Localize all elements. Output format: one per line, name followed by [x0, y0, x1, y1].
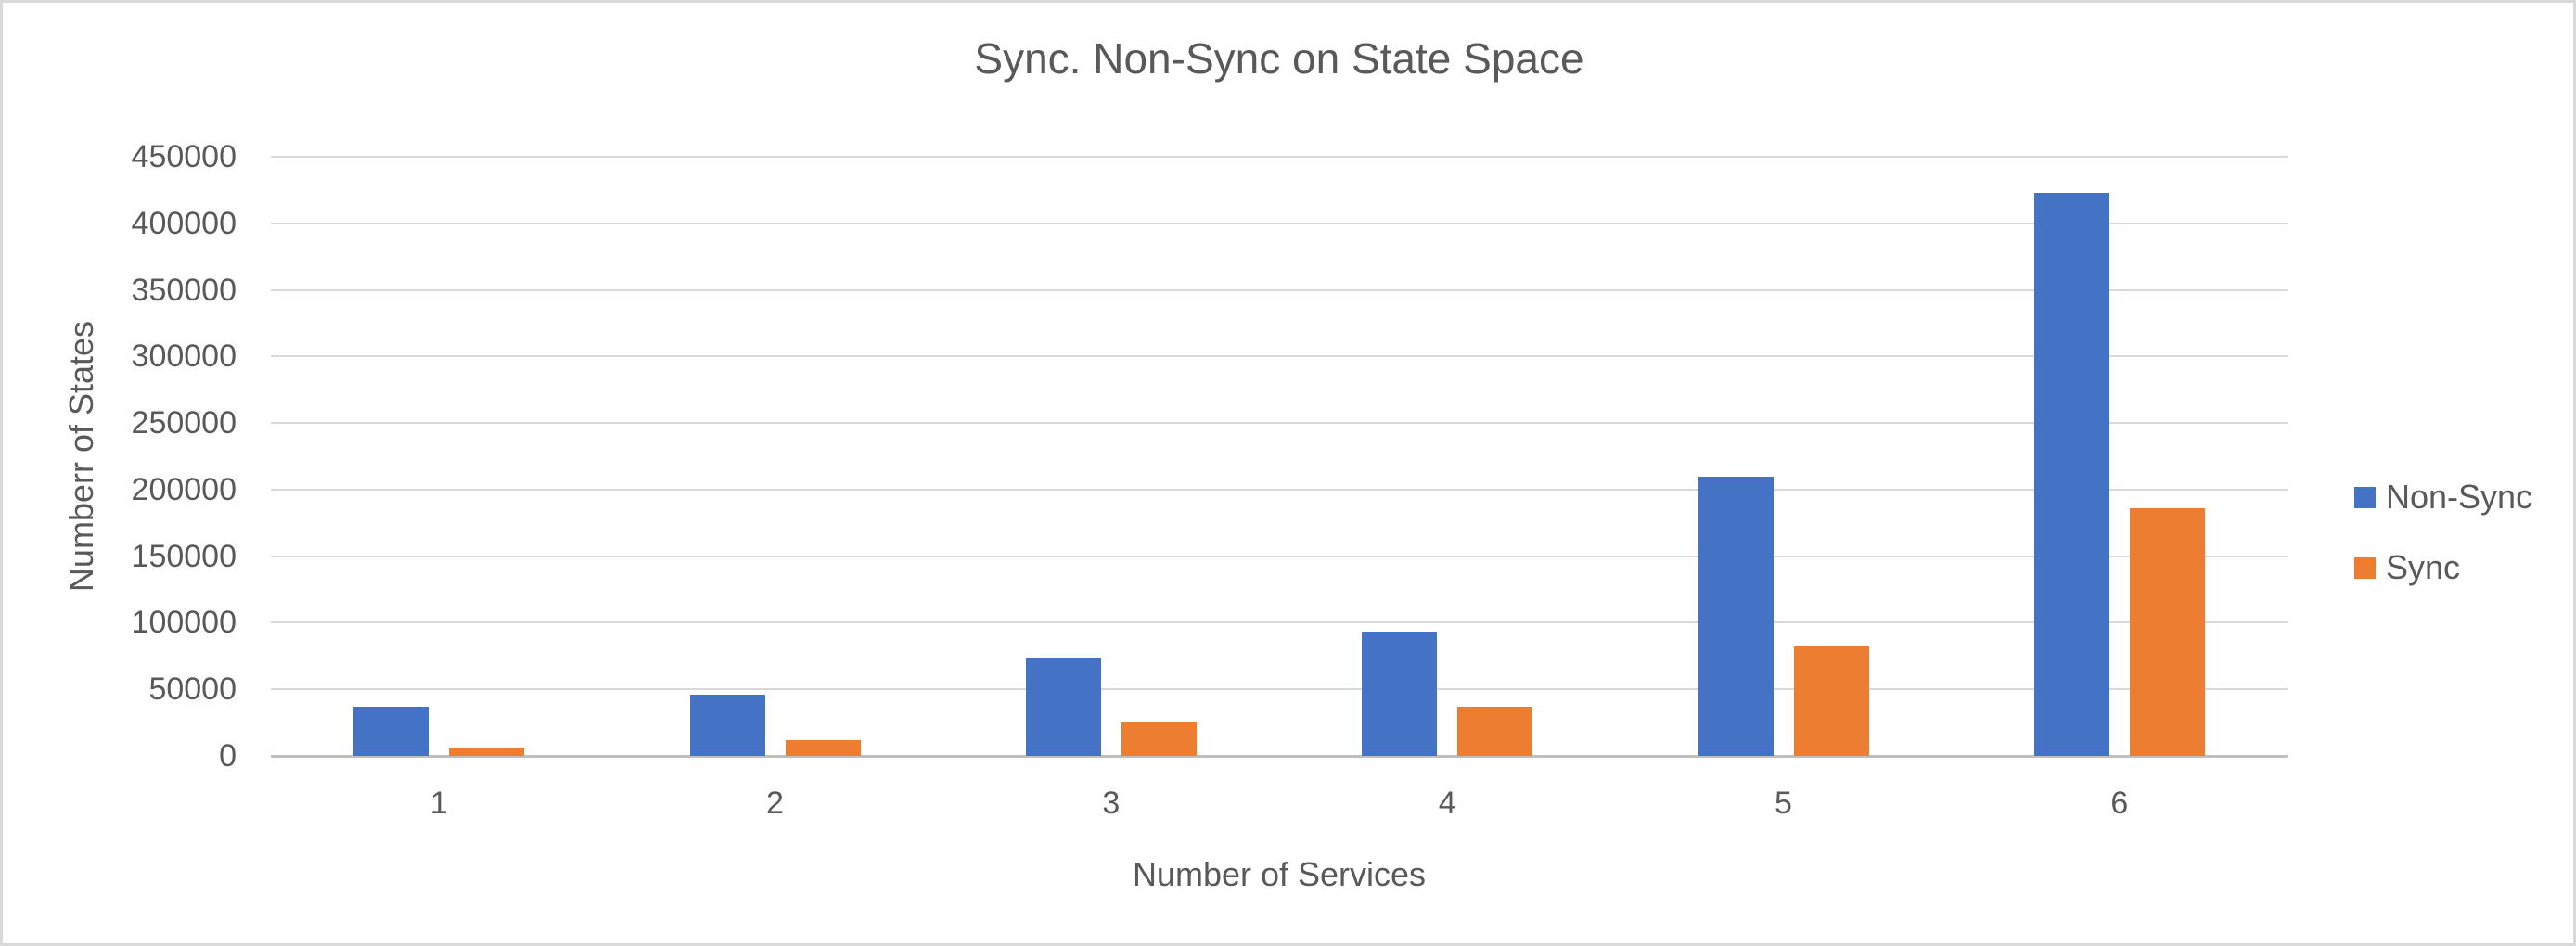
legend-swatch-non-sync-icon — [2354, 486, 2376, 508]
x-tick-label: 6 — [2110, 786, 2129, 821]
legend-label-non-sync: Non-Sync — [2386, 478, 2533, 516]
y-tick-label: 250000 — [131, 405, 237, 441]
y-tick-label: 200000 — [131, 471, 237, 507]
y-tick-label: 150000 — [131, 538, 237, 574]
x-tick-label: 5 — [1775, 786, 1792, 821]
bar-sync-3 — [1121, 722, 1197, 756]
bar-sync-4 — [1457, 706, 1533, 756]
legend: Non-Sync Sync — [2354, 478, 2533, 621]
bar-non-sync-5 — [1698, 476, 1774, 756]
legend-item-non-sync: Non-Sync — [2354, 478, 2533, 516]
bar-non-sync-4 — [1362, 632, 1438, 756]
chart-title: Sync. Non-Sync on State Space — [974, 34, 1584, 83]
gridline — [271, 288, 2288, 291]
x-tick-label: 2 — [766, 786, 784, 821]
bar-non-sync-1 — [353, 706, 429, 756]
bar-non-sync-3 — [1025, 658, 1101, 756]
gridline — [271, 688, 2288, 691]
gridline — [271, 355, 2288, 358]
bar-sync-1 — [449, 748, 525, 756]
gridline — [271, 488, 2288, 491]
bar-sync-2 — [785, 739, 861, 756]
legend-swatch-sync-icon — [2354, 556, 2376, 579]
x-axis-title: Number of Services — [1132, 855, 1427, 893]
bar-sync-5 — [1793, 645, 1869, 756]
y-tick-label: 400000 — [131, 205, 237, 241]
gridline — [271, 422, 2288, 425]
gridline — [271, 222, 2288, 224]
gridline — [271, 621, 2288, 624]
x-tick-label: 1 — [429, 786, 448, 821]
y-axis-title: Numberr of States — [62, 320, 100, 593]
bar-non-sync-6 — [2033, 192, 2109, 756]
bar-non-sync-2 — [689, 694, 765, 756]
y-tick-label: 350000 — [131, 272, 237, 308]
y-tick-label: 450000 — [131, 139, 237, 174]
y-tick-label: 100000 — [131, 605, 237, 641]
y-tick-label: 0 — [219, 738, 237, 773]
legend-item-sync: Sync — [2354, 548, 2532, 586]
x-tick-label: 3 — [1102, 786, 1121, 821]
y-tick-label: 50000 — [148, 671, 237, 708]
x-axis-line — [271, 755, 2288, 758]
x-tick-label: 4 — [1438, 786, 1456, 821]
gridline — [271, 156, 2288, 158]
bar-sync-6 — [2129, 507, 2205, 756]
legend-label-sync: Sync — [2386, 548, 2461, 586]
gridline — [271, 555, 2288, 557]
y-tick-label: 300000 — [131, 339, 237, 375]
